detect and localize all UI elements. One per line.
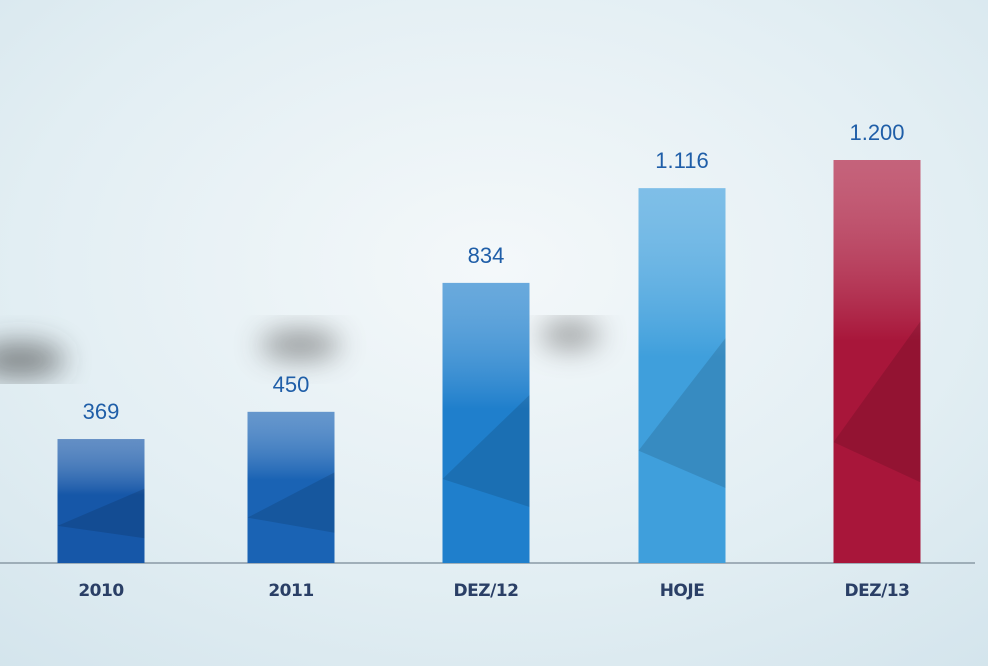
value-label: 369 xyxy=(83,399,120,424)
value-label: 1.200 xyxy=(849,120,904,145)
bar-shade xyxy=(57,439,145,563)
bar-facet xyxy=(247,472,335,533)
x-tick-label: DEZ/12 xyxy=(454,581,519,601)
value-label: 834 xyxy=(468,243,505,268)
value-label: 1.116 xyxy=(655,148,708,173)
bar-facet xyxy=(442,394,530,507)
bar-shade xyxy=(247,411,335,563)
bar-facet xyxy=(57,488,145,539)
background-blur xyxy=(0,321,600,378)
bar-shade xyxy=(638,188,726,563)
bar-shade xyxy=(442,282,530,563)
bar-facet xyxy=(638,338,726,489)
value-label: 450 xyxy=(273,372,310,397)
bar-shade xyxy=(833,160,921,563)
bar-facet xyxy=(833,321,921,483)
x-tick-label: DEZ/13 xyxy=(845,581,910,601)
x-tick-label: 2011 xyxy=(268,581,313,601)
x-tick-label: HOJE xyxy=(660,581,705,601)
x-tick-label: 2010 xyxy=(78,581,124,601)
